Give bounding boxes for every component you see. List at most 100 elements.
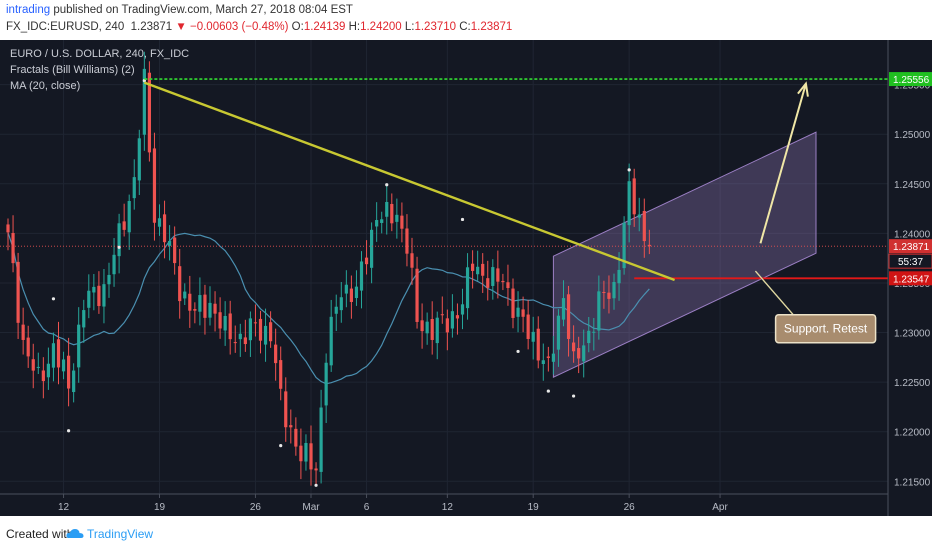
candle-body xyxy=(592,331,596,333)
candle-body xyxy=(577,348,581,359)
candle-body xyxy=(607,292,611,299)
candle-body xyxy=(218,312,222,329)
candle-body xyxy=(228,313,232,340)
candle-body xyxy=(11,233,15,264)
candle-body xyxy=(294,428,298,447)
open-value: 1.24139 xyxy=(303,21,346,33)
candle-body xyxy=(188,293,192,311)
candle-body xyxy=(304,442,308,462)
fractal-low xyxy=(117,245,121,249)
candle-body xyxy=(243,337,247,345)
price-tag-last-bg xyxy=(889,239,932,254)
candle-body xyxy=(253,322,258,324)
target-arrow xyxy=(759,83,807,244)
candle-body xyxy=(213,303,217,314)
fractals xyxy=(51,79,631,487)
candle-body xyxy=(67,355,71,389)
candle-body xyxy=(41,370,45,382)
candle-body xyxy=(632,178,636,215)
created-with-text: Created with xyxy=(6,527,74,541)
candle-body xyxy=(263,325,268,345)
trendline xyxy=(143,81,676,282)
fractal-low xyxy=(516,349,520,354)
candle-body xyxy=(112,254,116,275)
price-tick: 1.25500 xyxy=(894,81,931,92)
fractal-low xyxy=(67,429,71,433)
price-tag-target: 1.25556 xyxy=(893,75,930,86)
author-link[interactable]: intrading xyxy=(6,4,51,16)
candle-body xyxy=(465,267,470,309)
candle-body xyxy=(21,324,25,340)
candle-body xyxy=(248,318,252,341)
candle-body xyxy=(92,286,96,293)
candle-body xyxy=(536,328,540,361)
candle-body xyxy=(16,261,20,323)
price-tick: 1.21500 xyxy=(894,477,931,488)
candle-body xyxy=(597,291,601,331)
candle-body xyxy=(395,214,399,222)
axes: 1.215001.220001.225001.230001.235001.240… xyxy=(0,40,932,516)
annotation-box xyxy=(774,313,877,344)
fractal-low xyxy=(546,389,550,393)
legend-fractals[interactable]: Fractals (Bill Williams) (2) xyxy=(10,64,135,76)
legend-ma[interactable]: MA (20, close) xyxy=(10,80,81,92)
candle-body xyxy=(72,370,76,393)
candle-body xyxy=(572,342,576,352)
candle-body xyxy=(137,138,141,181)
target-arrowhead xyxy=(797,81,809,97)
candle-body xyxy=(208,302,212,318)
high-value: 1.24200 xyxy=(360,21,402,33)
candle-body xyxy=(279,360,283,389)
candle-body xyxy=(521,309,525,317)
candle-body xyxy=(233,342,237,344)
candle-body xyxy=(445,318,449,333)
low-label: L: xyxy=(404,21,415,33)
candle-body xyxy=(274,344,278,364)
candle-body xyxy=(582,345,586,362)
candle-body xyxy=(491,267,495,286)
last-price: 1.23871 xyxy=(130,21,173,33)
time-tick: Mar xyxy=(302,502,320,513)
candle-body xyxy=(157,218,162,227)
candle-body xyxy=(359,261,364,291)
candle-body xyxy=(46,363,50,378)
candle-body xyxy=(420,320,424,332)
price-tick: 1.22000 xyxy=(894,428,931,439)
retest-pointer xyxy=(754,270,797,319)
candle-body xyxy=(147,72,151,153)
candle-body xyxy=(566,294,571,339)
candle-body xyxy=(430,318,434,340)
candle-body xyxy=(284,391,288,428)
candle-body xyxy=(258,318,263,341)
ma-line xyxy=(7,232,650,385)
candle-body xyxy=(622,222,626,269)
price-chart[interactable]: Support. Retest 1.21500 1.22000 1.22500 1.2… xyxy=(0,40,932,516)
candle-body xyxy=(117,223,121,257)
price-tick: 1.25000 xyxy=(894,130,931,141)
close-value: 1.23871 xyxy=(470,21,513,33)
candle-body xyxy=(450,311,454,329)
chart-panel[interactable]: Support. Retest 1.21500 1.22000 1.22500 1.2… xyxy=(0,40,932,516)
candle-body xyxy=(324,362,328,406)
candle-body xyxy=(61,359,66,372)
footer: Created with TradingView xyxy=(0,516,932,550)
candle-body xyxy=(476,266,480,275)
candle-body xyxy=(561,298,566,320)
candle-body xyxy=(380,219,384,223)
tradingview-link[interactable]: TradingView xyxy=(87,527,154,541)
candle-body xyxy=(627,181,631,226)
candle-body xyxy=(511,288,515,318)
candle-body xyxy=(617,269,621,284)
candle-body xyxy=(31,359,35,371)
price-tick: 1.22500 xyxy=(894,378,931,389)
candle-body xyxy=(385,201,389,217)
candle-body xyxy=(440,314,444,316)
candle-body xyxy=(299,445,303,462)
candle-body xyxy=(425,321,429,334)
time-tick: Apr xyxy=(712,502,728,513)
candle-body xyxy=(647,244,651,247)
price-tag-target-bg xyxy=(889,72,932,87)
fractal-high xyxy=(627,168,631,172)
candle-body xyxy=(319,407,323,472)
candle-body xyxy=(36,366,40,368)
